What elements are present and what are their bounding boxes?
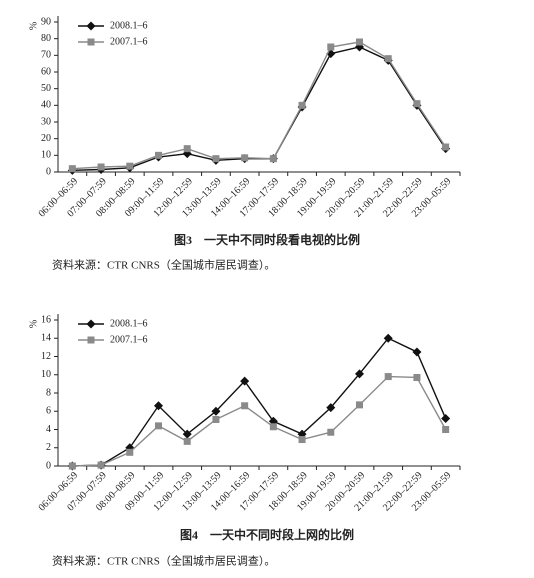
data-point <box>241 154 249 162</box>
data-point <box>97 461 105 469</box>
data-point <box>356 401 363 409</box>
legend-marker <box>86 21 96 31</box>
y-tick-label: 8 <box>46 387 51 398</box>
data-point <box>97 163 105 171</box>
y-tick-label: 6 <box>46 406 51 417</box>
data-point <box>155 151 162 159</box>
data-point <box>356 38 363 46</box>
data-point <box>154 401 163 411</box>
data-point <box>298 436 306 444</box>
y-tick-label: 90 <box>41 16 51 27</box>
data-point <box>412 347 422 357</box>
caption: 图4 一天中不同时段上网的比例 <box>180 527 354 542</box>
data-point <box>269 423 277 431</box>
data-point <box>68 165 76 173</box>
data-point <box>327 428 335 436</box>
data-point <box>126 162 134 170</box>
data-point <box>68 462 76 470</box>
data-point <box>126 448 134 456</box>
source: 资料来源：CTR CNRS（全国城市居民调查）。 <box>52 258 275 272</box>
series-line <box>72 41 447 170</box>
legend-marker <box>87 38 95 46</box>
data-point <box>384 55 392 63</box>
y-tick-label: 0 <box>46 166 51 177</box>
legend-marker <box>87 336 95 344</box>
y-tick-label: 10 <box>41 150 51 161</box>
legend-label: 2007.1–6 <box>110 334 148 345</box>
y-tick-label: 20 <box>41 133 51 144</box>
data-point <box>212 155 220 163</box>
data-point <box>241 402 249 410</box>
data-point <box>383 333 393 343</box>
data-point <box>155 422 162 430</box>
y-axis-label: % <box>28 320 39 328</box>
data-point <box>355 369 364 379</box>
series-line <box>72 337 447 467</box>
data-point <box>212 415 220 423</box>
y-tick-label: 14 <box>41 333 51 344</box>
data-point <box>413 100 421 108</box>
source: 资料来源：CTR CNRS（全国城市居民调查）。 <box>52 554 275 568</box>
data-point <box>384 373 392 381</box>
caption: 图3 一天中不同时段看电视的比例 <box>174 232 360 247</box>
legend-marker <box>86 319 96 329</box>
y-tick-label: 80 <box>41 33 51 44</box>
legend-label: 2008.1–6 <box>110 318 148 329</box>
y-tick-label: 0 <box>46 460 51 471</box>
data-point <box>183 145 191 153</box>
data-point <box>441 414 451 424</box>
y-tick-label: 50 <box>41 83 51 94</box>
data-point <box>240 376 250 386</box>
data-point <box>211 406 221 416</box>
legend-label: 2008.1–6 <box>110 20 148 31</box>
data-point <box>413 373 421 381</box>
data-point <box>327 43 335 51</box>
y-tick-label: 30 <box>41 116 51 127</box>
y-tick-label: 10 <box>41 369 51 380</box>
y-tick-label: 60 <box>41 66 51 77</box>
data-point <box>442 426 450 433</box>
data-point <box>269 155 277 163</box>
y-tick-label: 2 <box>46 442 51 453</box>
y-axis-label: % <box>28 22 39 30</box>
data-point <box>442 143 450 151</box>
y-tick-label: 12 <box>41 351 51 362</box>
legend-label: 2007.1–6 <box>110 36 148 47</box>
data-point <box>182 429 192 439</box>
data-point <box>326 403 336 413</box>
y-tick-label: 70 <box>41 50 51 61</box>
y-tick-label: 4 <box>46 424 51 435</box>
series-line <box>72 46 447 172</box>
data-point <box>183 437 191 445</box>
y-tick-label: 40 <box>41 100 51 111</box>
y-tick-label: 16 <box>41 314 51 325</box>
series-line <box>72 375 447 467</box>
data-point <box>298 101 306 109</box>
